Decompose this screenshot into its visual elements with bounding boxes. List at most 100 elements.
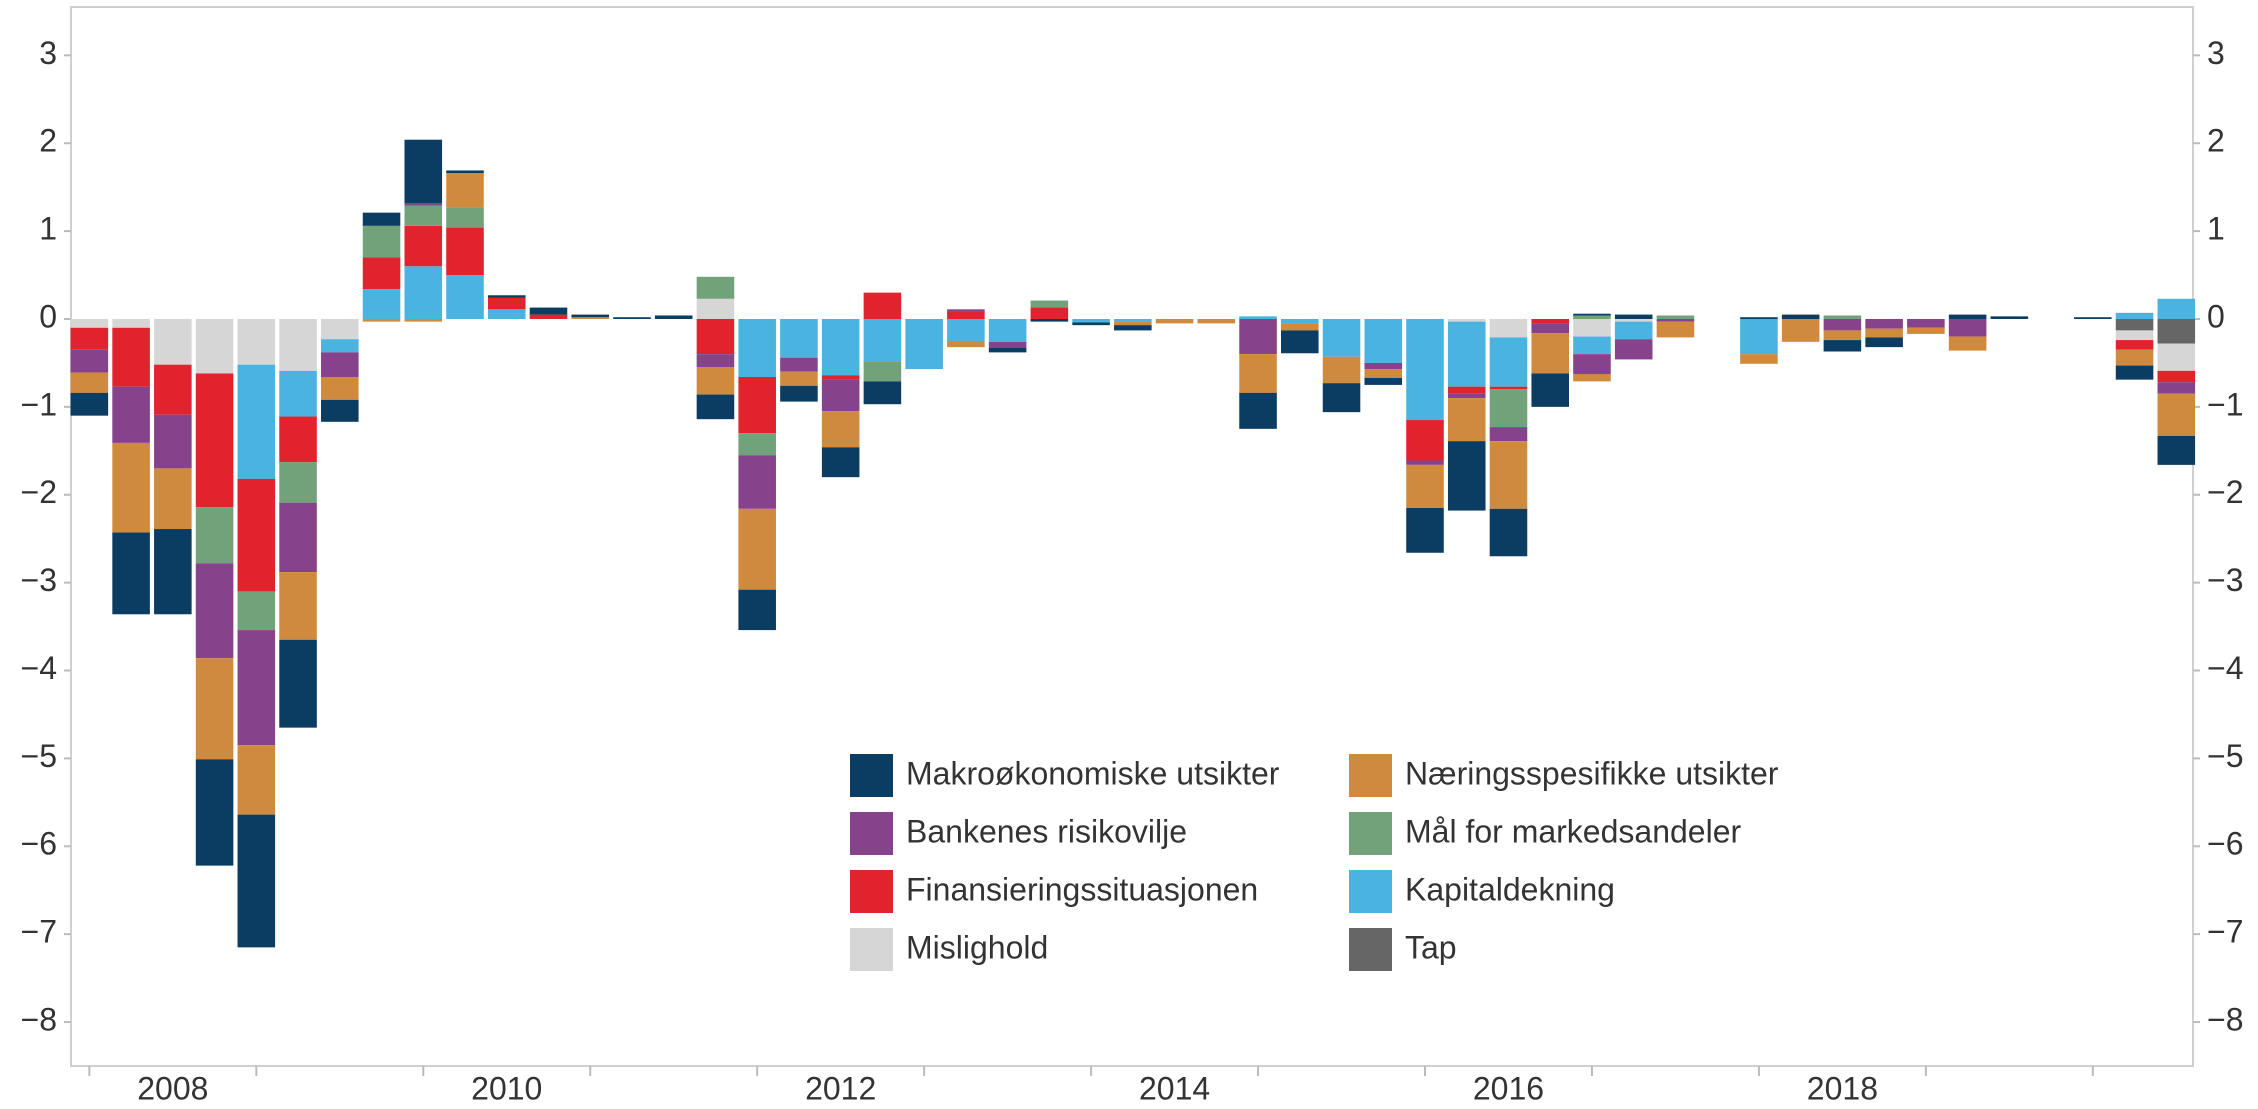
bar-segment — [237, 364, 276, 479]
bar-segment — [237, 745, 276, 815]
bar-segment — [279, 639, 317, 728]
bar-segment — [738, 376, 776, 434]
bar-segment — [1114, 321, 1152, 326]
bar-segment — [1072, 318, 1110, 323]
bar-segment — [70, 327, 109, 350]
bar-segment — [529, 307, 568, 315]
bar-segment — [863, 292, 902, 319]
bar-segment — [1114, 325, 1152, 331]
bar-segment — [1573, 354, 1611, 375]
bar-segment — [1740, 354, 1778, 364]
bar-segment — [1907, 318, 1945, 328]
legend-swatch — [850, 870, 893, 913]
bar-segment — [446, 227, 484, 276]
bar-segment — [1406, 464, 1444, 508]
bar-segment — [1072, 322, 1110, 326]
bar-segment — [1364, 377, 1403, 385]
bar-segment — [1489, 427, 1528, 442]
bar-segment — [1406, 420, 1444, 461]
y2-tick-label: −6 — [2207, 826, 2243, 862]
bar-segment — [112, 318, 150, 328]
y2-tick-label: −4 — [2207, 650, 2243, 686]
bar-segment — [1656, 318, 1695, 322]
y2-tick-label: −3 — [2207, 562, 2243, 598]
bar-segment — [195, 318, 234, 374]
bar-segment — [279, 572, 317, 640]
bar-segment — [1489, 508, 1528, 557]
bar-segment — [1614, 321, 1653, 340]
bar-segment — [195, 507, 234, 564]
bar-segment — [404, 139, 443, 203]
bar-segment — [738, 589, 776, 631]
bar-segment — [2157, 382, 2196, 394]
bar-segment — [1030, 300, 1069, 308]
bar-segment — [404, 318, 443, 322]
bar-segment — [1030, 318, 1069, 322]
bar-segment — [947, 311, 985, 319]
bar-segment — [821, 447, 860, 478]
bar-segment — [70, 318, 109, 328]
bar-segment — [1239, 354, 1277, 393]
bar-segment — [1447, 386, 1486, 394]
bar-segment — [780, 371, 818, 386]
bar-segment — [237, 814, 276, 948]
bar-segment — [1740, 318, 1778, 355]
bar-segment — [738, 433, 776, 456]
bar-segment — [237, 630, 276, 746]
legend-swatch — [1349, 754, 1392, 797]
legend-swatch — [1349, 870, 1392, 913]
y-tick-label: 3 — [39, 35, 57, 71]
y-tick-label: −3 — [21, 562, 57, 598]
y2-tick-label: 0 — [2207, 298, 2225, 334]
y2-tick-label: 3 — [2207, 35, 2225, 71]
bar-segment — [1239, 318, 1277, 355]
bar-segment — [154, 364, 192, 415]
bar-segment — [154, 468, 192, 530]
bar-segment — [362, 225, 401, 258]
bar-segment — [1823, 315, 1862, 319]
bar-segment — [2074, 317, 2112, 319]
bar-segment — [279, 318, 317, 371]
bar-segment — [738, 455, 776, 509]
bar-segment — [738, 318, 776, 377]
bar-segment — [947, 340, 985, 348]
y-tick-label: −4 — [21, 650, 57, 686]
bar-segment — [321, 352, 359, 377]
bar-segment — [2115, 349, 2154, 366]
y-tick-label: 1 — [39, 211, 57, 247]
bar-segment — [1573, 318, 1611, 337]
bar-segment — [362, 212, 401, 226]
bar-segment — [154, 414, 192, 469]
y-tick-label: −5 — [21, 738, 57, 774]
bar-segment — [1614, 314, 1653, 319]
bar-segment — [863, 318, 902, 362]
x-tick-label: 2008 — [137, 1070, 208, 1106]
bar-segment — [362, 318, 401, 322]
bar-segment — [821, 411, 860, 448]
legend-swatch — [850, 754, 893, 797]
y2-tick-label: 1 — [2207, 211, 2225, 247]
bar-segment — [947, 318, 985, 341]
bar-segment — [195, 759, 234, 866]
bar-segment — [237, 478, 276, 592]
bar-segment — [2115, 318, 2154, 331]
x-tick-label: 2018 — [1807, 1070, 1878, 1106]
bar-segment — [154, 529, 192, 615]
bar-segment — [2115, 312, 2154, 319]
bar-segment — [237, 318, 276, 365]
bar-segment — [821, 318, 860, 376]
bar-segment — [446, 207, 484, 228]
legend-label: Mislighold — [906, 929, 1048, 965]
bar-segment — [1656, 315, 1695, 319]
bar-segment — [1948, 336, 1987, 351]
bar-segment — [1364, 318, 1403, 363]
bar-segment — [780, 385, 818, 402]
bar-segment — [1573, 336, 1611, 355]
bar-segment — [112, 386, 150, 443]
y-tick-label: 0 — [39, 298, 57, 334]
bar-segment — [1406, 318, 1444, 421]
bar-segment — [1656, 321, 1695, 338]
y-tick-label: −6 — [21, 826, 57, 862]
bar-segment — [321, 376, 359, 400]
